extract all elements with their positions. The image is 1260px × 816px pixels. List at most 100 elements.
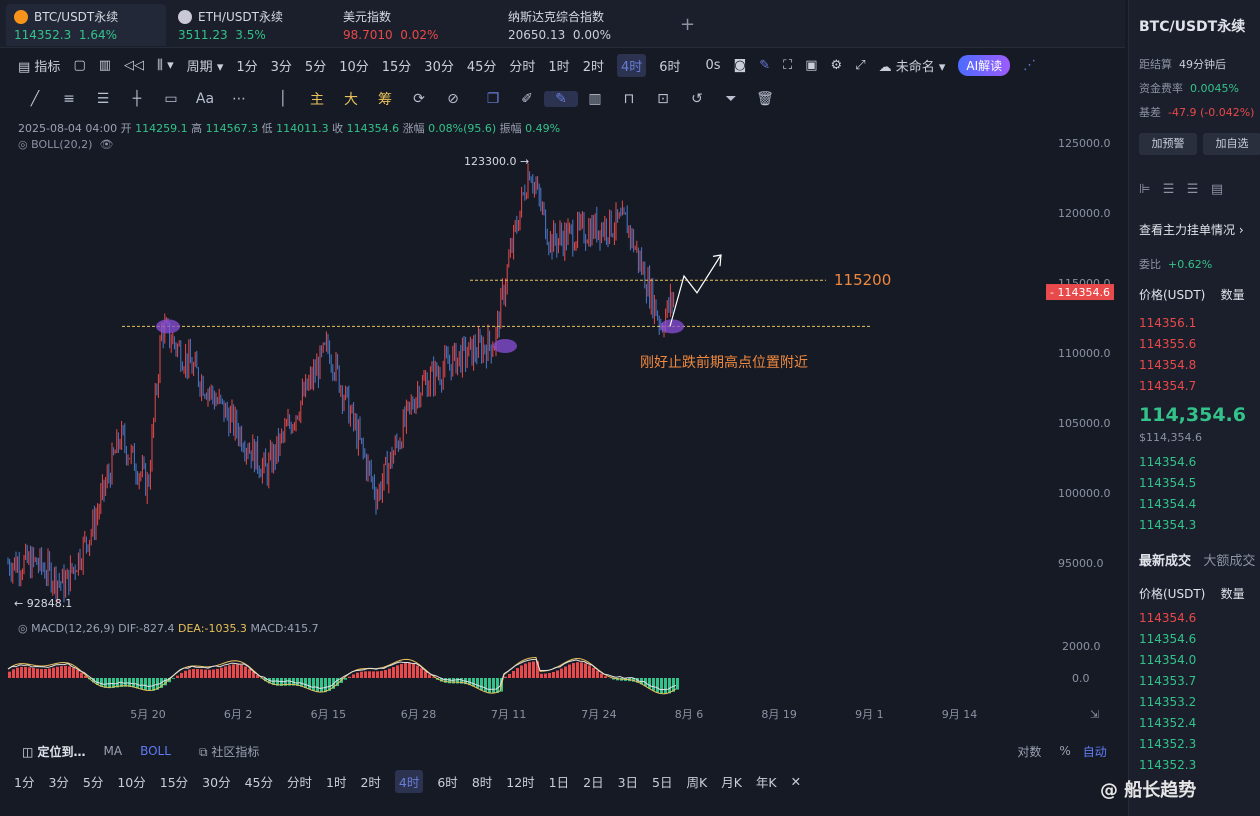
ma-toggle[interactable]: MA — [103, 744, 123, 758]
tab-nasdaq[interactable]: 纳斯达克综合指数 20650.13 0.00% — [500, 4, 670, 46]
interval-3m[interactable]: 3分 — [270, 59, 292, 75]
boll-toggle[interactable]: BOLL — [140, 744, 171, 758]
layout-icon[interactable]: ▥ — [98, 57, 112, 73]
period-7[interactable]: 分时 — [286, 774, 312, 790]
indicator-button[interactable]: ▤ 指标 — [18, 59, 61, 75]
horizontal-line-icon[interactable]: ┼ — [132, 91, 142, 107]
ask-row[interactable]: 114354.8 — [1139, 358, 1197, 372]
pen-icon[interactable]: ✎ — [759, 57, 771, 73]
period-9[interactable]: 2时 — [360, 774, 381, 790]
big-toggle[interactable]: 大 — [344, 92, 358, 108]
ai-interpret-button[interactable]: AI解读 — [958, 54, 1011, 76]
period-13[interactable]: 12时 — [506, 774, 535, 790]
magnet-icon[interactable]: ⊘ — [447, 91, 459, 107]
lock-icon[interactable]: ⊓ — [623, 91, 635, 107]
community-indicators[interactable]: ⧉ 社区指标 — [198, 744, 260, 759]
bid-row[interactable]: 114354.5 — [1139, 476, 1197, 490]
bid-row[interactable]: 114354.6 — [1139, 455, 1197, 469]
orderbook-view-icons[interactable]: ⊫ ☰ ☰ ▤ — [1139, 182, 1224, 197]
parallel-channel-icon[interactable]: ≡ — [63, 91, 75, 107]
trash-icon[interactable]: 🗑 — [756, 91, 774, 107]
period-11[interactable]: 6时 — [437, 774, 458, 790]
period-12[interactable]: 8时 — [471, 774, 493, 790]
percent-toggle[interactable]: % — [1059, 744, 1071, 758]
expand-icon[interactable]: ⤢ — [855, 57, 866, 73]
chips-toggle[interactable]: 筹 — [378, 92, 392, 108]
rectangle-icon[interactable]: ▭ — [164, 91, 178, 107]
interval-30m[interactable]: 30分 — [424, 59, 454, 75]
brush-icon[interactable]: ↺ — [691, 91, 703, 107]
interval-1m[interactable]: 1分 — [236, 59, 258, 75]
tab-dxy[interactable]: 美元指数 98.7010 0.02% — [335, 4, 495, 46]
period-dropdown[interactable]: 周期 ▾ — [186, 59, 224, 75]
snapshot-icon[interactable]: ▣ — [805, 57, 818, 73]
period-1[interactable]: 3分 — [48, 774, 69, 790]
bid-row[interactable]: 114354.4 — [1139, 497, 1197, 511]
ask-row[interactable]: 114355.6 — [1139, 337, 1197, 351]
period-2[interactable]: 5分 — [82, 774, 104, 790]
period-14[interactable]: 1日 — [548, 774, 570, 790]
period-4[interactable]: 15分 — [159, 774, 189, 790]
camera-icon[interactable]: ◙ — [733, 57, 747, 73]
bars-icon[interactable]: ▥ — [588, 91, 602, 107]
more-icon[interactable]: ⋯ — [232, 91, 246, 107]
add-favorite-button[interactable]: 加自选 — [1203, 133, 1260, 155]
bid-row[interactable]: 114354.3 — [1139, 518, 1197, 532]
note-icon[interactable]: ⊡ — [657, 91, 669, 107]
interval-2h[interactable]: 2时 — [582, 59, 604, 75]
interval-5m[interactable]: 5分 — [304, 59, 327, 75]
locate-button[interactable]: ◫ 定位到… — [22, 744, 86, 759]
calendar-icon[interactable]: ▢ — [73, 57, 86, 73]
settings-gear-icon[interactable]: ⚙ — [830, 57, 843, 73]
macd-bar — [396, 665, 399, 678]
period-0[interactable]: 1分 — [14, 774, 35, 790]
ask-row[interactable]: 114356.1 — [1139, 316, 1197, 330]
interval-timeshare[interactable]: 分时 — [509, 59, 536, 75]
filter-icon[interactable]: ⏷ — [725, 91, 737, 107]
period-8[interactable]: 1时 — [326, 774, 347, 790]
draw-pen-icon[interactable]: ✎ — [544, 91, 578, 107]
tab-eth[interactable]: ETH/USDT永续 3511.23 3.5% — [170, 4, 330, 46]
replay-icon[interactable]: ◁◁ — [124, 57, 145, 73]
add-alert-button[interactable]: 加预警 — [1139, 133, 1197, 155]
fullscreen-icon[interactable]: ⛶ — [783, 57, 793, 73]
interval-45m[interactable]: 45分 — [466, 59, 497, 75]
log-scale-toggle[interactable]: 对数 — [1017, 744, 1042, 759]
cloud-layout-dropdown[interactable]: ☁ 未命名 ▾ — [878, 59, 946, 75]
close-icon[interactable]: ✕ — [790, 773, 802, 789]
main-orders-link[interactable]: 查看主力挂单情况 › — [1139, 223, 1244, 237]
macd-bar — [312, 678, 315, 691]
tab-btc[interactable]: BTC/USDT永续 114352.3 1.64% — [6, 4, 166, 46]
interval-4h[interactable]: 4时 — [616, 53, 647, 77]
interval-15m[interactable]: 15分 — [381, 59, 412, 75]
period-17[interactable]: 5日 — [652, 774, 673, 790]
copy-icon[interactable]: ❐ — [486, 91, 500, 107]
auto-scale-toggle[interactable]: 自动 — [1082, 744, 1107, 759]
trades-tabs[interactable]: 最新成交 大额成交 — [1139, 554, 1256, 569]
period-20[interactable]: 年K — [755, 774, 777, 790]
seconds-button[interactable]: 0s — [705, 57, 721, 73]
interval-1h[interactable]: 1时 — [548, 59, 570, 75]
period-5[interactable]: 30分 — [202, 774, 231, 790]
add-tab-plus-icon[interactable]: + — [680, 14, 696, 35]
period-6[interactable]: 45分 — [244, 774, 273, 790]
interval-10m[interactable]: 10分 — [339, 59, 369, 75]
candle-type-icon[interactable]: ⫼ ▾ — [157, 57, 174, 73]
period-3[interactable]: 10分 — [117, 774, 146, 790]
lines-icon[interactable]: ☰ — [96, 91, 110, 107]
main-toggle[interactable]: 主 — [310, 92, 324, 108]
trendline-icon[interactable]: ╱ — [30, 91, 40, 107]
period-15[interactable]: 2日 — [583, 774, 604, 790]
period-10[interactable]: 4时 — [394, 769, 424, 793]
ruler-icon[interactable]: ✐ — [521, 91, 533, 107]
period-19[interactable]: 月K — [721, 774, 742, 790]
text-tool[interactable]: Aa — [195, 91, 215, 107]
period-18[interactable]: 周K — [686, 774, 708, 790]
boll-indicator-label[interactable]: ◎ BOLL(20,2) 👁 — [18, 138, 114, 151]
interval-6h[interactable]: 6时 — [659, 59, 681, 75]
refresh-icon[interactable]: ⟳ — [413, 91, 425, 107]
ask-row[interactable]: 114354.7 — [1139, 379, 1197, 393]
period-16[interactable]: 3日 — [617, 774, 639, 790]
candlestick-chart[interactable]: 125000.0120000.0115000.0110000.0105000.0… — [0, 115, 1125, 735]
share-icon[interactable]: ⋰ — [1023, 57, 1037, 73]
